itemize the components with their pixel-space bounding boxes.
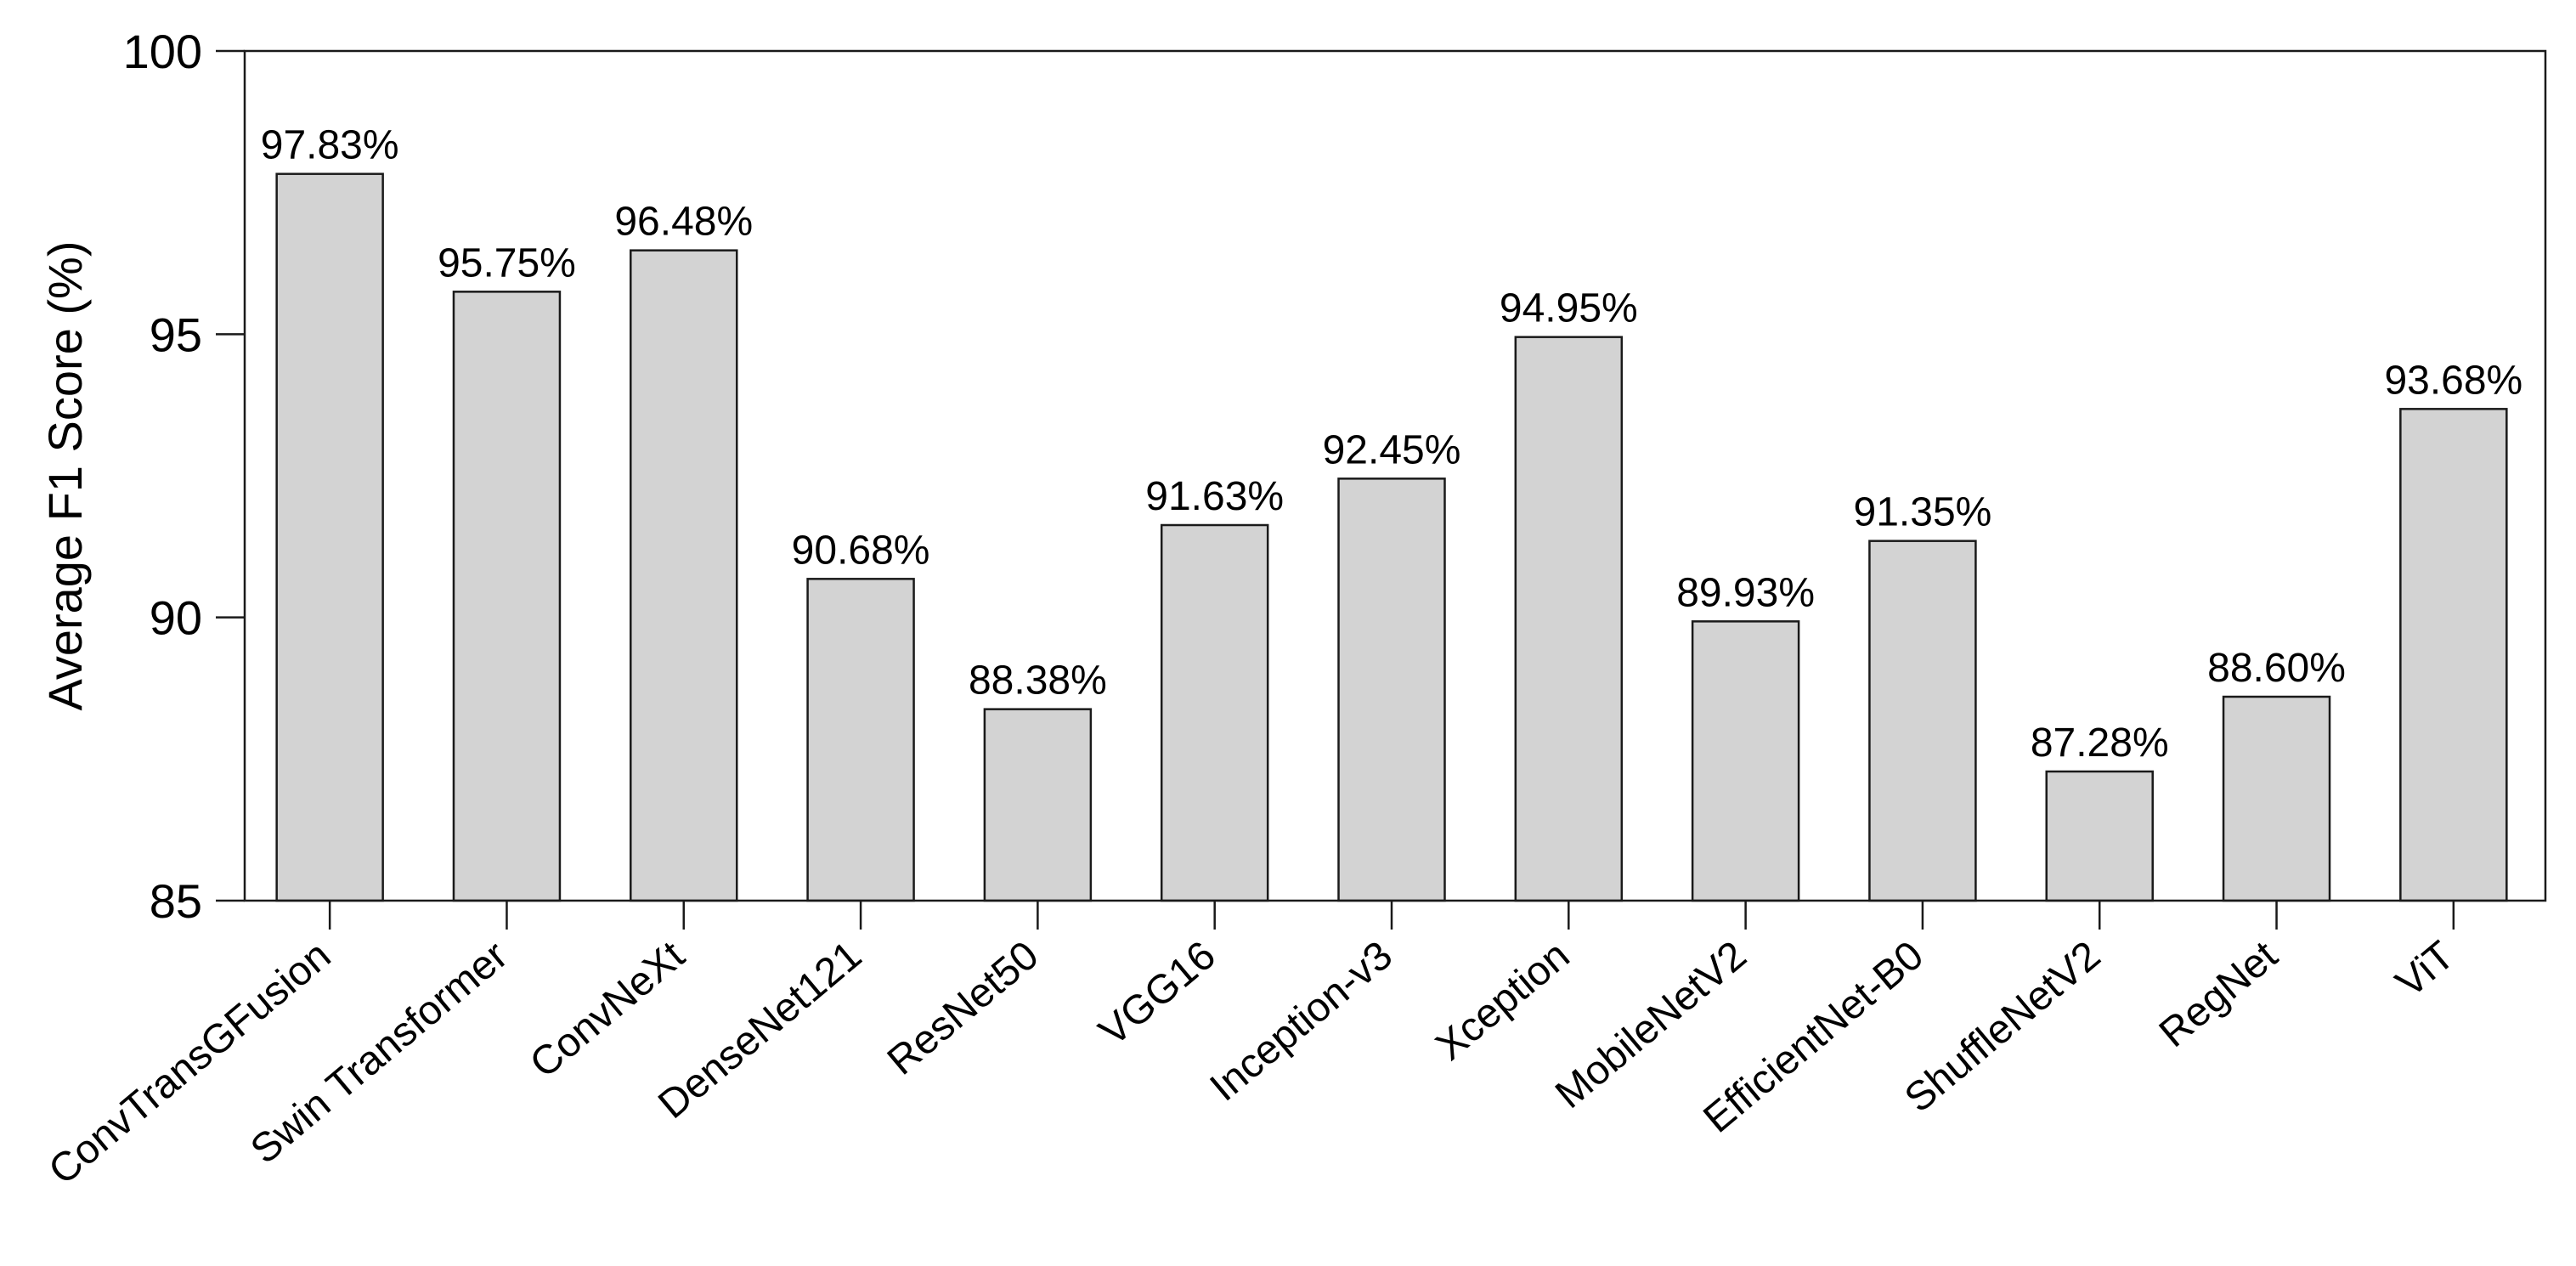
bar-12 (2399, 408, 2508, 902)
bar-10 (2045, 770, 2154, 902)
data-label-11: 88.60% (2207, 646, 2346, 691)
x-tick-label-0: ConvTransGFusion (41, 933, 339, 1194)
data-label-4: 88.38% (969, 658, 1107, 704)
data-label-6: 92.45% (1323, 427, 1461, 472)
y-tick-label-1: 90 (150, 591, 202, 645)
y-tick-label-0: 85 (150, 874, 202, 928)
bar-7 (1514, 336, 1624, 902)
y-axis: 85 90 95 100 (123, 25, 245, 928)
bar-11 (2222, 695, 2331, 902)
y-tick-label-2: 95 (150, 308, 202, 361)
y-axis-title: Average F1 Score (%) (38, 241, 92, 711)
bar-1 (452, 291, 562, 902)
data-label-1: 95.75% (438, 240, 576, 285)
bar-9 (1868, 540, 1977, 902)
x-tick-label-5: VGG16 (1091, 933, 1224, 1054)
x-tick-label-4: ResNet50 (879, 933, 1048, 1084)
data-label-10: 87.28% (2031, 721, 2169, 766)
bar-8 (1691, 620, 1800, 902)
x-tick-label-12: ViT (2387, 933, 2463, 1006)
data-label-9: 91.35% (1854, 490, 1992, 535)
data-label-3: 90.68% (792, 528, 930, 573)
data-label-2: 96.48% (614, 200, 753, 245)
bar-0 (275, 172, 384, 902)
bars-layer (275, 172, 2508, 902)
bar-2 (630, 249, 738, 902)
bar-3 (806, 578, 915, 902)
bar-5 (1160, 523, 1269, 902)
data-labels: 97.83% 95.75% 96.48% 90.68% 88.38% 91.63% 92.4… (261, 123, 2522, 766)
x-tick-label-10: ShuffleNetV2 (1896, 933, 2109, 1122)
x-tick-label-2: ConvNeXt (522, 933, 693, 1087)
bar-6 (1337, 478, 1446, 902)
x-tick-label-7: Xception (1427, 933, 1578, 1070)
x-tick-label-6: Inception-v3 (1202, 933, 1401, 1111)
plot-frame (243, 49, 2547, 902)
x-tick-label-11: RegNet (2151, 933, 2286, 1056)
data-label-7: 94.95% (1500, 286, 1638, 331)
data-label-12: 93.68% (2384, 358, 2522, 403)
data-label-5: 91.63% (1145, 474, 1284, 519)
data-label-0: 97.83% (261, 123, 399, 168)
bar-4 (983, 708, 1093, 902)
data-label-8: 89.93% (1676, 570, 1815, 615)
y-tick-label-3: 100 (123, 25, 202, 78)
